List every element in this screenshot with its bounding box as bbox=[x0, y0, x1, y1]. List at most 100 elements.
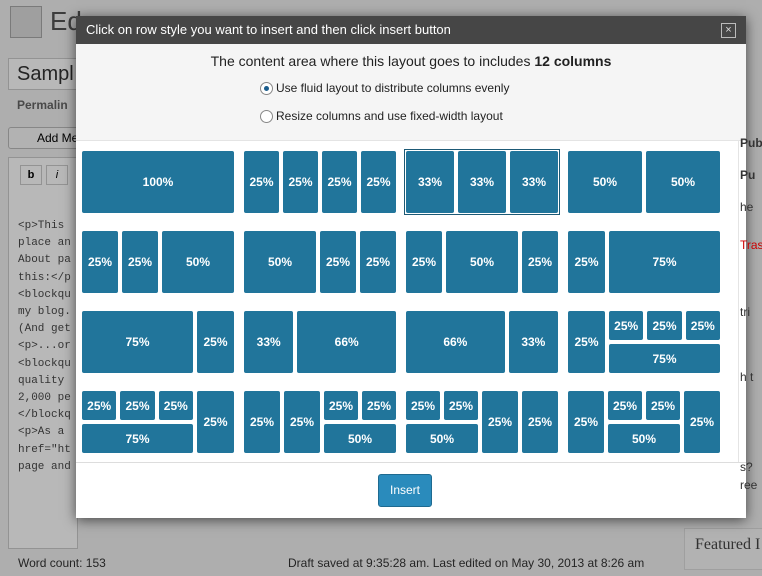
column-block: 75% bbox=[609, 344, 720, 373]
layout-option[interactable]: 25% 25% 25% 25% 50% bbox=[244, 391, 396, 453]
layout-option[interactable]: 33% 66% bbox=[244, 311, 396, 373]
column-block: 33% bbox=[508, 311, 558, 373]
column-block: 25% bbox=[197, 391, 234, 453]
featured-box: Featured I bbox=[684, 528, 762, 570]
sidebar-text: Pu bbox=[740, 168, 756, 182]
column-block: 25% bbox=[406, 391, 440, 420]
column-block: 25% bbox=[244, 151, 279, 213]
column-row: 25% 25% bbox=[406, 391, 478, 420]
column-block: 50% bbox=[162, 231, 234, 293]
radio[interactable] bbox=[260, 82, 273, 95]
column-row: 25% 25% bbox=[324, 391, 396, 420]
heading-text: The content area where this layout goes … bbox=[210, 53, 535, 69]
column-block: 25% bbox=[360, 231, 396, 293]
permalink: Permalin bbox=[17, 98, 68, 112]
column-row: 75% bbox=[609, 344, 720, 373]
column-stack: 25% 25% 50% bbox=[406, 391, 478, 453]
column-block: 25% bbox=[82, 231, 118, 293]
code-line: About pa bbox=[18, 254, 71, 267]
column-stack: 25% 25% 50% bbox=[608, 391, 680, 453]
radio[interactable] bbox=[260, 110, 273, 123]
column-stack: 25% 25% 25% 75% bbox=[82, 391, 193, 453]
layout-option[interactable]: 33% 33% 33% bbox=[404, 149, 560, 215]
draft-status: Draft saved at 9:35:28 am. Last edited o… bbox=[288, 556, 645, 570]
layout-option[interactable]: 25% 25% 25% 50% 25% bbox=[568, 391, 720, 453]
insert-button[interactable]: Insert bbox=[378, 474, 432, 507]
code-line: <blockqu bbox=[18, 288, 71, 301]
column-block: 50% bbox=[608, 424, 680, 453]
column-block: 33% bbox=[244, 311, 294, 373]
column-row: 50% bbox=[608, 424, 680, 453]
layout-option[interactable]: 66% 33% bbox=[406, 311, 558, 373]
modal-header: The content area where this layout goes … bbox=[76, 44, 746, 141]
layout-option[interactable]: 25% 25% 25% 75% 25% bbox=[82, 391, 234, 453]
bold-button[interactable]: b bbox=[20, 165, 42, 185]
layout-option[interactable]: 25% 25% 25% 25% 75% bbox=[568, 311, 720, 373]
layout-option[interactable]: 25% 25% 50% bbox=[82, 231, 234, 293]
column-block: 33% bbox=[458, 151, 506, 213]
column-stack: 25% 25% 50% bbox=[324, 391, 396, 453]
layout-option[interactable]: 25% 50% 25% bbox=[406, 231, 558, 293]
column-block: 25% bbox=[444, 391, 478, 420]
column-block: 25% bbox=[568, 231, 605, 293]
column-block: 66% bbox=[297, 311, 396, 373]
code-line: place an bbox=[18, 237, 71, 250]
column-block: 25% bbox=[482, 391, 518, 453]
option-label[interactable]: Use fluid layout to distribute columns e… bbox=[276, 81, 510, 95]
column-block: 66% bbox=[406, 311, 505, 373]
column-block: 25% bbox=[568, 391, 604, 453]
column-block: 25% bbox=[647, 311, 682, 340]
column-block: 50% bbox=[244, 231, 316, 293]
column-block: 25% bbox=[609, 311, 644, 340]
column-block: 25% bbox=[608, 391, 642, 420]
option-label[interactable]: Resize columns and use fixed-width layou… bbox=[276, 109, 503, 123]
column-row: 50% bbox=[324, 424, 396, 453]
add-media[interactable]: Add Me bbox=[8, 127, 90, 149]
column-block: 33% bbox=[406, 151, 454, 213]
column-block: 25% bbox=[283, 151, 318, 213]
code-line: quality bbox=[18, 374, 65, 387]
column-block: 25% bbox=[120, 391, 155, 420]
column-block: 50% bbox=[406, 424, 478, 453]
code-line: <p>This bbox=[18, 220, 65, 232]
layout-list: 100% 25% 25% 25% 25% 33% 33% 33% 50% 50% 25% 25% 50%… bbox=[76, 140, 746, 462]
page-icon bbox=[10, 6, 42, 38]
post-title[interactable]: Sampl bbox=[8, 58, 88, 90]
column-block: 50% bbox=[446, 231, 518, 293]
modal: Click on row style you want to insert an… bbox=[76, 16, 746, 518]
code-line: page and bbox=[18, 460, 71, 473]
layout-option[interactable]: 75% 25% bbox=[82, 311, 234, 373]
layout-option[interactable]: 25% 75% bbox=[568, 231, 720, 293]
sidebar-text: Publi bbox=[740, 136, 762, 150]
column-row: 75% bbox=[82, 424, 193, 453]
layout-option[interactable]: 50% 25% 25% bbox=[244, 231, 396, 293]
column-block: 25% bbox=[284, 391, 320, 453]
code-line: my blog. bbox=[18, 306, 71, 318]
layout-option[interactable]: 50% 50% bbox=[568, 151, 720, 213]
column-block: 25% bbox=[362, 391, 396, 420]
sidebar-text: s? bbox=[740, 460, 753, 474]
sidebar-text: ree bbox=[740, 478, 758, 492]
column-block: 25% bbox=[684, 391, 720, 453]
layout-option[interactable]: 25% 25% 50% 25% 25% bbox=[406, 391, 558, 453]
column-block: 25% bbox=[197, 311, 234, 373]
column-block: 25% bbox=[158, 391, 193, 420]
italic-button[interactable]: i bbox=[46, 165, 68, 185]
column-block: 25% bbox=[320, 231, 356, 293]
layout-option[interactable]: 25% 25% 25% 25% bbox=[244, 151, 396, 213]
layout-option[interactable]: 100% bbox=[82, 151, 234, 213]
sidebar-text: tri bbox=[740, 305, 750, 319]
scroll-edge bbox=[738, 140, 739, 462]
heading: The content area where this layout goes … bbox=[76, 53, 746, 69]
column-block: 100% bbox=[82, 151, 234, 213]
modal-title: Click on row style you want to insert an… bbox=[76, 16, 746, 44]
column-block: 33% bbox=[510, 151, 558, 213]
close-button[interactable]: × bbox=[721, 23, 736, 38]
column-block: 25% bbox=[324, 391, 358, 420]
column-block: 25% bbox=[568, 311, 605, 373]
column-block: 25% bbox=[322, 151, 357, 213]
column-row: 25% 25% 25% bbox=[82, 391, 193, 420]
column-block: 25% bbox=[122, 231, 158, 293]
column-block: 50% bbox=[646, 151, 720, 213]
